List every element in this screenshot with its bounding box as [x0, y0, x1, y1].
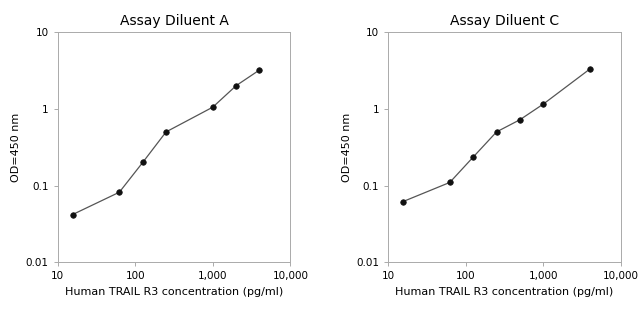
Title: Assay Diluent A: Assay Diluent A — [120, 14, 228, 28]
Title: Assay Diluent C: Assay Diluent C — [450, 14, 559, 28]
X-axis label: Human TRAIL R3 concentration (pg/ml): Human TRAIL R3 concentration (pg/ml) — [396, 287, 614, 297]
Y-axis label: OD=450 nm: OD=450 nm — [342, 113, 352, 182]
X-axis label: Human TRAIL R3 concentration (pg/ml): Human TRAIL R3 concentration (pg/ml) — [65, 287, 283, 297]
Y-axis label: OD=450 nm: OD=450 nm — [12, 113, 21, 182]
